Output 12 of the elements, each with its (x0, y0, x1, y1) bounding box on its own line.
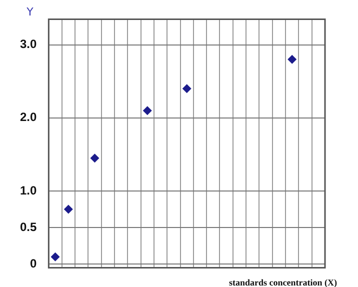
point (288, 54, 297, 64)
y-tick-label: 3.0 (20, 37, 37, 52)
y-tick-label: 0 (30, 256, 37, 270)
y-tick-label: 1.0 (20, 183, 37, 198)
y-tick-label: 2.0 (20, 110, 37, 124)
point (142, 106, 152, 116)
point (182, 84, 192, 94)
y-axis-title: Y (26, 6, 34, 19)
point (90, 154, 100, 163)
y-tick-label: 0.5 (20, 220, 37, 234)
point (50, 252, 60, 262)
point (64, 204, 73, 214)
